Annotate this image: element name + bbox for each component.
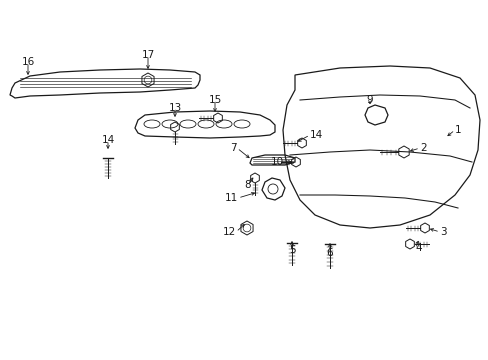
- Text: 11: 11: [224, 193, 238, 203]
- Text: 16: 16: [21, 57, 35, 67]
- Text: 13: 13: [168, 103, 181, 113]
- Text: 12: 12: [223, 227, 236, 237]
- Text: 8: 8: [244, 180, 251, 190]
- Text: 10: 10: [270, 157, 284, 167]
- Text: 9: 9: [366, 95, 372, 105]
- Text: 5: 5: [288, 245, 295, 255]
- Text: 2: 2: [419, 143, 426, 153]
- Text: 15: 15: [208, 95, 221, 105]
- Text: 3: 3: [439, 227, 446, 237]
- Text: 6: 6: [326, 248, 333, 258]
- Text: 4: 4: [414, 243, 421, 253]
- Text: 14: 14: [309, 130, 323, 140]
- Text: 7: 7: [230, 143, 237, 153]
- Text: 1: 1: [454, 125, 461, 135]
- Text: 17: 17: [141, 50, 154, 60]
- Text: 14: 14: [101, 135, 114, 145]
